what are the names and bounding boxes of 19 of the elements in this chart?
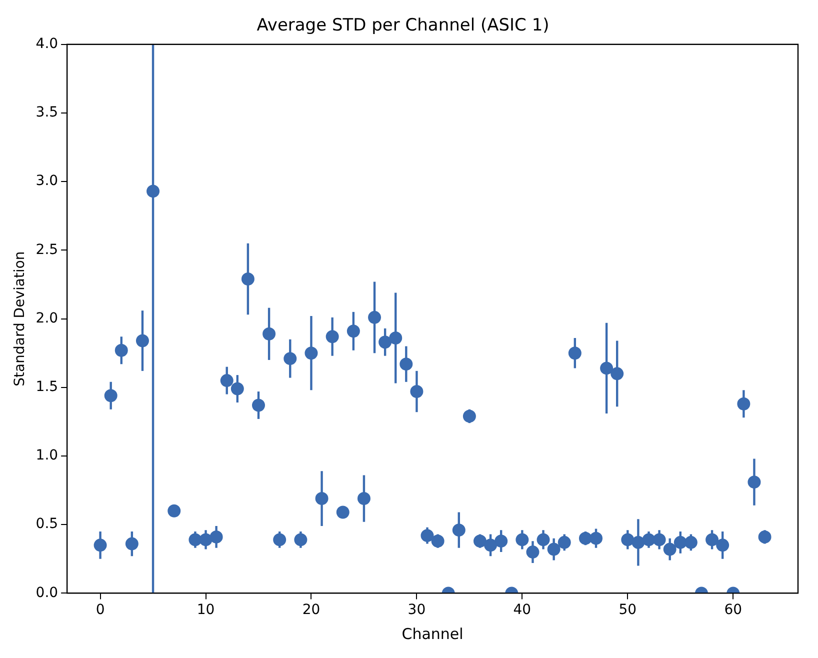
y-tick-label: 4.0 <box>36 36 58 52</box>
x-axis-title: Channel <box>402 624 464 643</box>
y-tick-label: 2.5 <box>36 242 58 258</box>
x-tick-label: 60 <box>724 602 742 618</box>
y-tick-label: 3.5 <box>36 104 58 121</box>
y-tick-label: 2.0 <box>36 310 58 326</box>
x-tick-label: 0 <box>96 602 105 618</box>
y-axis-title: Standard Deviation <box>12 251 28 386</box>
x-tick-label: 10 <box>196 602 215 618</box>
y-tick-label: 0.5 <box>36 516 58 532</box>
y-tick-label: 0.0 <box>36 584 58 601</box>
y-tick-label: 1.5 <box>36 379 58 396</box>
x-tick-label: 20 <box>302 602 320 618</box>
x-tick-label: 30 <box>408 602 426 618</box>
chart-title: Average STD per Channel (ASIC 1) <box>256 16 550 36</box>
y-tick-label: 1.0 <box>36 448 58 464</box>
y-tick-label: 3.0 <box>36 173 58 190</box>
x-tick-label: 50 <box>618 602 637 618</box>
x-tick-label: 40 <box>513 602 532 618</box>
